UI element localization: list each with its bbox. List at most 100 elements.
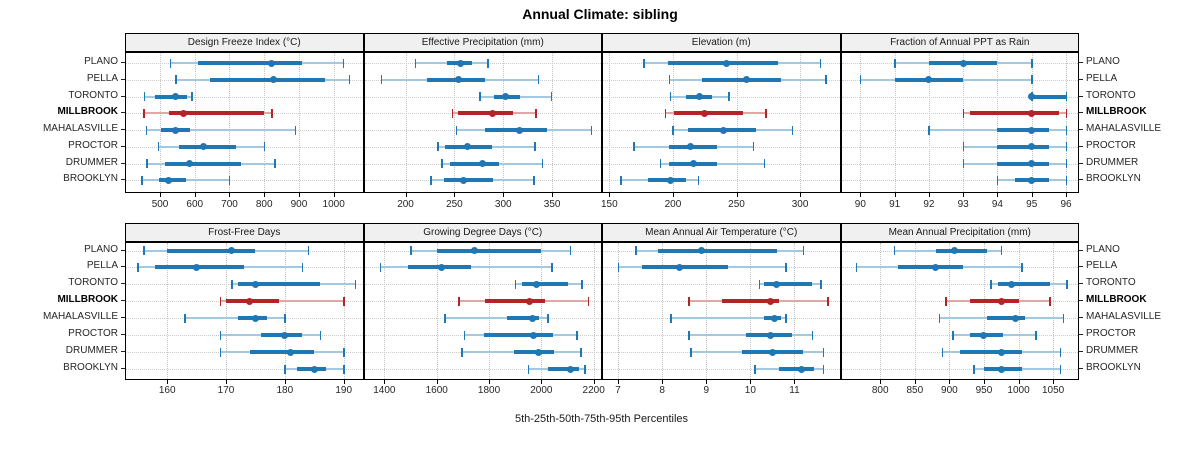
row-label-right: MILLBROOK	[1086, 294, 1147, 306]
axis-tick	[298, 193, 300, 197]
whisker-cap	[945, 296, 947, 306]
row-tick-right	[1079, 162, 1083, 164]
whisker-cap	[191, 92, 193, 102]
median-dot	[1028, 176, 1036, 184]
p25-p75-bar	[997, 282, 1050, 287]
axis-tick	[194, 193, 196, 197]
whisker-cap	[342, 58, 345, 68]
median-dot	[1028, 160, 1036, 168]
whisker-cap	[617, 262, 619, 272]
whisker-cap	[1031, 75, 1033, 85]
row-label-left: PROCTOR	[68, 139, 118, 151]
gridline-vertical	[405, 53, 407, 192]
p25-p75-bar	[997, 144, 1049, 149]
gridline-vertical	[552, 53, 554, 192]
whisker-cap	[143, 108, 145, 118]
whisker-cap	[763, 159, 766, 169]
median-dot	[516, 126, 524, 134]
whisker-cap	[952, 330, 954, 340]
gridline-vertical	[672, 53, 674, 192]
gridline-vertical	[949, 243, 951, 379]
whisker-cap	[550, 92, 553, 102]
whisker-cap	[822, 347, 825, 357]
whisker-cap	[463, 330, 466, 340]
whisker-cap	[219, 296, 222, 306]
median-dot	[925, 76, 933, 84]
axis-tick-label: 10	[744, 385, 756, 396]
p25-p75-bar	[249, 350, 315, 355]
whisker-cap	[1062, 313, 1065, 323]
whisker-cap	[1049, 296, 1051, 306]
row-tick-left	[121, 179, 125, 181]
median-dot	[246, 297, 254, 305]
row-tick-left	[121, 334, 125, 336]
whisker-cap	[1065, 159, 1067, 169]
row-tick-left	[121, 266, 125, 268]
p25-p75-bar	[657, 248, 777, 253]
axis-tick-label: 96	[1060, 199, 1072, 210]
whisker-cap	[184, 313, 186, 323]
whisker-cap	[231, 279, 233, 289]
axis-tick-label: 300	[494, 199, 512, 210]
row-label-left: PLANO	[84, 56, 118, 67]
p25-p75-bar	[513, 350, 555, 355]
gridline-vertical	[894, 53, 896, 192]
p25-p75-bar	[721, 299, 780, 304]
p25-p75-bar	[674, 111, 743, 116]
median-dot	[687, 143, 695, 151]
axis-tick-label: 500	[151, 199, 169, 210]
axis-tick-label: 95	[1026, 199, 1038, 210]
median-dot	[438, 263, 446, 271]
whisker-cap	[785, 262, 787, 272]
gridline-horizontal	[364, 284, 601, 286]
median-dot	[251, 280, 259, 288]
row-label-right: PELLA	[1086, 72, 1118, 84]
axis-tick-label: 8	[659, 385, 665, 396]
whisker-cap	[533, 175, 535, 185]
axis-tick	[264, 193, 266, 197]
axis-tick	[880, 380, 882, 384]
whisker-cap	[307, 246, 310, 255]
p25-p75-bar	[987, 316, 1026, 321]
row-label-left: TORONTO	[68, 89, 118, 101]
row-tick-left	[121, 129, 125, 131]
axis-tick-label: 250	[728, 199, 745, 210]
row-tick-right	[1079, 129, 1083, 131]
row-label-right: TORONTO	[1086, 277, 1136, 289]
median-dot	[228, 247, 236, 254]
panel-plot	[602, 242, 841, 380]
p25-p75-bar	[197, 61, 303, 65]
axis-tick-label: 850	[906, 385, 924, 396]
axis-tick	[552, 193, 554, 197]
panel-header: Growing Degree Days (°C)	[363, 223, 602, 242]
gridline-vertical	[736, 53, 738, 192]
median-dot	[251, 314, 259, 322]
gridline-vertical	[284, 243, 286, 379]
panel-header: Fraction of Annual PPT as Rain	[840, 33, 1079, 52]
whisker-cap	[348, 75, 351, 85]
axis-tick-label: 2000	[530, 385, 553, 396]
axis-tick	[284, 380, 286, 384]
median-dot	[1028, 109, 1036, 117]
whisker-cap	[672, 125, 674, 135]
row-tick-left	[121, 283, 125, 285]
whisker-cap	[458, 296, 460, 306]
median-dot	[997, 348, 1005, 356]
panel-plot	[363, 52, 602, 193]
axis-tick	[1053, 380, 1055, 384]
gridline-vertical	[264, 53, 266, 192]
axis-tick-label: 1000	[1007, 385, 1030, 396]
median-dot	[666, 176, 674, 184]
whisker-cap	[514, 279, 517, 289]
row-tick-right	[1079, 145, 1083, 147]
p25-p75-bar	[167, 248, 256, 253]
p5-p95-range-line	[444, 317, 548, 320]
median-dot	[199, 143, 207, 151]
gridline-vertical	[983, 243, 985, 379]
axis-tick	[454, 193, 456, 197]
whisker-cap	[146, 159, 148, 169]
gridline-vertical	[750, 243, 752, 379]
axis-tick	[662, 380, 664, 384]
panel-plot	[602, 52, 841, 193]
whisker-cap	[643, 58, 645, 68]
